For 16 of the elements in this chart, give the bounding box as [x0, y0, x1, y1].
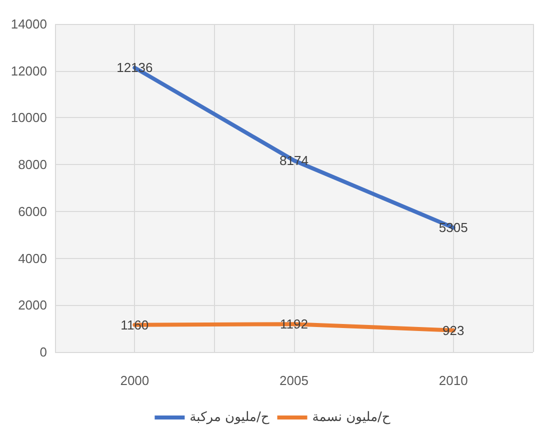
- y-tick-label: 10000: [10, 110, 47, 126]
- y-tick-label: 4000: [18, 250, 47, 266]
- x-tick-label: 2005: [280, 373, 308, 388]
- legend-label: ح/مليون نسمة: [312, 410, 391, 425]
- x-tick-label: 2010: [438, 373, 468, 388]
- y-tick-label: 12000: [10, 63, 47, 78]
- legend-label: ح/مليون مركبة: [190, 410, 270, 425]
- data-label: 5305: [438, 220, 468, 236]
- y-tick-label: 0: [40, 344, 47, 360]
- data-label: 923: [442, 322, 464, 338]
- x-tick-label: 2000: [120, 373, 150, 388]
- y-tick-label: 6000: [18, 204, 47, 219]
- data-label: 1160: [120, 317, 149, 332]
- y-tick-label: 2000: [18, 298, 47, 313]
- y-tick-label: 14000: [10, 16, 47, 32]
- y-tick-label: 8000: [18, 157, 47, 172]
